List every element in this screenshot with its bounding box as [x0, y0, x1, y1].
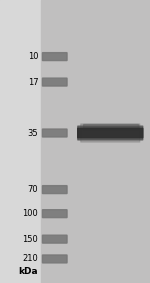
Text: 17: 17 — [28, 78, 38, 87]
FancyBboxPatch shape — [42, 255, 67, 263]
Text: 100: 100 — [22, 209, 38, 218]
Text: 35: 35 — [28, 128, 38, 138]
Text: 150: 150 — [22, 235, 38, 244]
Text: 210: 210 — [22, 254, 38, 263]
Text: kDa: kDa — [19, 267, 38, 276]
FancyBboxPatch shape — [81, 124, 140, 142]
FancyBboxPatch shape — [42, 235, 67, 243]
Text: 70: 70 — [28, 185, 38, 194]
FancyBboxPatch shape — [42, 186, 67, 194]
Bar — [40, 0, 150, 283]
Bar — [0, 0, 40, 283]
FancyBboxPatch shape — [42, 78, 67, 86]
Text: 10: 10 — [28, 52, 38, 61]
Bar — [82, 124, 138, 129]
FancyBboxPatch shape — [42, 129, 67, 137]
FancyBboxPatch shape — [78, 128, 143, 138]
FancyBboxPatch shape — [78, 126, 143, 140]
FancyBboxPatch shape — [42, 210, 67, 218]
FancyBboxPatch shape — [42, 53, 67, 61]
